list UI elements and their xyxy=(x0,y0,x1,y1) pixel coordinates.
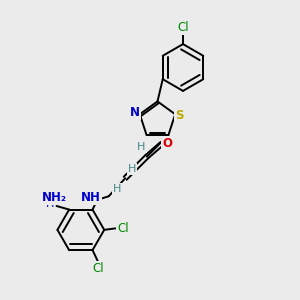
Text: NH₂: NH₂ xyxy=(42,191,67,204)
Text: H: H xyxy=(128,164,136,174)
Text: S: S xyxy=(176,109,184,122)
Text: N: N xyxy=(130,106,140,119)
Text: Cl: Cl xyxy=(117,222,129,235)
Text: Cl: Cl xyxy=(92,262,104,275)
Text: H: H xyxy=(46,200,54,209)
Text: O: O xyxy=(162,137,172,150)
Text: Cl: Cl xyxy=(177,21,189,34)
Text: H: H xyxy=(137,142,146,152)
Text: H: H xyxy=(113,184,121,194)
Text: NH: NH xyxy=(81,191,101,204)
